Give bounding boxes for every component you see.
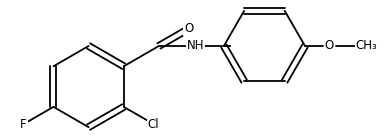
Text: Cl: Cl	[148, 118, 160, 131]
Text: CH₃: CH₃	[356, 39, 377, 52]
Text: O: O	[325, 39, 334, 52]
Text: O: O	[184, 22, 193, 35]
Text: NH: NH	[187, 39, 204, 52]
Text: F: F	[20, 118, 27, 131]
